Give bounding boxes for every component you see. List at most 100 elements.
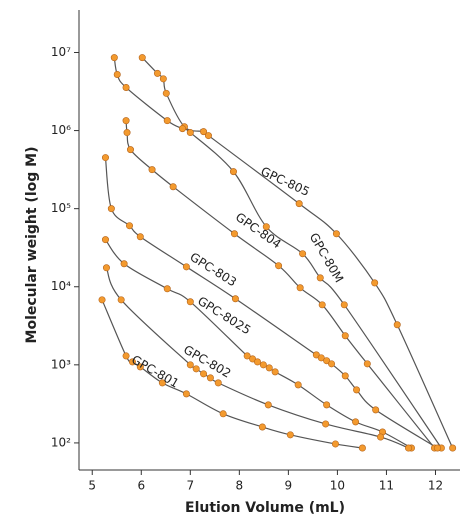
- data-point: [186, 361, 194, 369]
- data-point: [113, 70, 121, 78]
- data-point: [299, 250, 307, 258]
- data-point: [340, 301, 348, 309]
- curve-label: GPC-8025: [195, 294, 253, 338]
- data-point: [136, 363, 144, 371]
- data-point: [323, 401, 331, 409]
- data-point: [159, 75, 167, 83]
- data-point: [231, 295, 239, 303]
- y-tick-label: 10⁴: [51, 279, 71, 293]
- data-point: [332, 230, 340, 238]
- data-point: [258, 423, 266, 431]
- data-point: [186, 298, 194, 306]
- data-point: [372, 406, 380, 414]
- data-point: [182, 263, 190, 271]
- data-point: [219, 410, 227, 418]
- data-point: [101, 154, 109, 162]
- data-point: [158, 379, 166, 387]
- x-axis-title: Elution Volume (mL): [185, 500, 345, 516]
- y-tick-label: 10²: [51, 435, 71, 449]
- data-point: [98, 296, 106, 304]
- data-point: [102, 264, 110, 272]
- data-point: [243, 352, 251, 360]
- data-point: [317, 354, 325, 362]
- data-point: [318, 301, 326, 309]
- data-point: [153, 69, 161, 77]
- data-point: [230, 230, 238, 238]
- data-point: [162, 89, 170, 97]
- data-point: [353, 386, 361, 394]
- data-point: [286, 431, 294, 439]
- data-point: [148, 166, 156, 174]
- data-point: [433, 444, 441, 452]
- series-line: [104, 239, 412, 449]
- data-point: [138, 54, 146, 62]
- data-point: [393, 321, 401, 329]
- data-point: [163, 285, 171, 293]
- data-point: [229, 168, 237, 176]
- data-point: [259, 361, 267, 369]
- data-point: [405, 444, 413, 452]
- curve-label: GPC-804: [233, 210, 284, 251]
- data-point: [214, 379, 222, 387]
- data-point: [328, 360, 336, 368]
- data-point: [363, 360, 371, 368]
- y-axis-title: Molecular weight (log M): [24, 147, 40, 344]
- data-point: [296, 284, 304, 292]
- x-tick-label: 11: [379, 479, 394, 493]
- series-line: [113, 57, 442, 449]
- data-point: [120, 260, 128, 268]
- x-tick-label: 12: [428, 479, 443, 493]
- data-point: [206, 374, 214, 382]
- data-point: [449, 444, 457, 452]
- data-point: [271, 368, 279, 376]
- data-point: [294, 381, 302, 389]
- data-point: [200, 128, 208, 136]
- data-point: [322, 420, 330, 428]
- data-point: [204, 132, 212, 140]
- data-point: [341, 372, 349, 380]
- x-tick-label: 10: [330, 479, 345, 493]
- data-point: [128, 358, 136, 366]
- data-point: [192, 365, 200, 373]
- y-tick-label: 10⁵: [51, 201, 71, 215]
- x-tick-label: 9: [285, 479, 293, 493]
- curve-label: GPC-801: [129, 352, 181, 390]
- data-point: [101, 236, 109, 244]
- x-tick-label: 6: [137, 479, 145, 493]
- x-tick-label: 8: [236, 479, 244, 493]
- data-point: [341, 332, 349, 340]
- series-line: [125, 120, 435, 449]
- data-point: [200, 370, 208, 378]
- x-tick-label: 7: [186, 479, 194, 493]
- x-tick-label: 5: [88, 479, 96, 493]
- y-tick-label: 10³: [51, 357, 71, 371]
- data-point: [275, 262, 283, 270]
- data-point: [262, 223, 270, 231]
- y-tick-label: 10⁷: [51, 45, 71, 59]
- data-point: [163, 117, 171, 125]
- data-point: [117, 296, 125, 304]
- data-point: [265, 364, 273, 372]
- data-point: [110, 54, 118, 62]
- data-point: [371, 279, 379, 287]
- data-point: [316, 274, 324, 282]
- data-point: [126, 222, 134, 230]
- series-line: [141, 57, 454, 449]
- data-point: [178, 125, 186, 133]
- data-point: [352, 418, 360, 426]
- y-tick-label: 10⁶: [51, 123, 71, 137]
- data-point: [358, 444, 366, 452]
- data-point: [295, 200, 303, 208]
- data-point: [122, 117, 130, 125]
- data-point: [323, 357, 331, 365]
- data-point: [169, 183, 177, 191]
- data-point: [186, 129, 194, 137]
- data-point: [107, 205, 115, 213]
- data-point: [122, 352, 130, 360]
- data-point: [377, 433, 385, 441]
- data-point: [122, 84, 130, 92]
- data-point: [136, 233, 144, 241]
- data-point: [123, 129, 131, 137]
